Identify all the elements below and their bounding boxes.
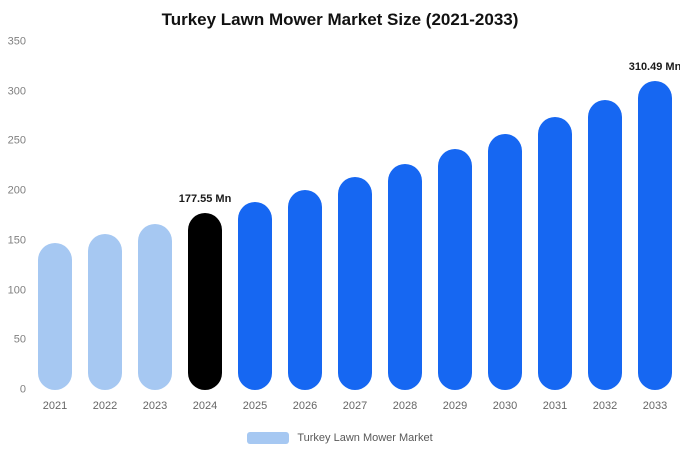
- x-axis-label-2030: 2030: [492, 400, 518, 412]
- bar-2030[interactable]: [488, 133, 522, 390]
- bar-column-2032: 2032: [580, 42, 630, 412]
- legend-item[interactable]: Turkey Lawn Mower Market: [0, 432, 680, 444]
- x-axis-label-2022: 2022: [92, 400, 118, 412]
- bar-2031[interactable]: [538, 117, 572, 390]
- bar-column-2031: 2031: [530, 42, 580, 412]
- bar-2032[interactable]: [588, 99, 622, 390]
- bar-2021[interactable]: [38, 243, 72, 390]
- y-axis: 0 50 100 150 200 250 300 350: [0, 36, 26, 395]
- x-axis-label-2029: 2029: [442, 400, 468, 412]
- bar-2033[interactable]: [638, 81, 672, 390]
- bar-2024[interactable]: [188, 213, 222, 390]
- x-axis-label-2021: 2021: [42, 400, 68, 412]
- bar-2027[interactable]: [338, 177, 372, 390]
- bar-column-2021: 2021: [30, 42, 80, 412]
- bar-column-2029: 2029: [430, 42, 480, 412]
- x-axis-label-2027: 2027: [342, 400, 368, 412]
- y-axis-tick-label: 0: [19, 383, 26, 396]
- bar-2022[interactable]: [88, 234, 122, 390]
- bar-2029[interactable]: [438, 149, 472, 390]
- bar-column-2024: 177.55 Mn 2024: [178, 42, 232, 412]
- x-axis-label-2032: 2032: [592, 400, 618, 412]
- y-axis-tick-label: 150: [7, 234, 26, 247]
- bar-2025[interactable]: [238, 202, 272, 390]
- x-axis-label-2023: 2023: [142, 400, 168, 412]
- bar-2028[interactable]: [388, 163, 422, 390]
- plot-area: 2021 2022 2023 177.55 Mn 2024 2025 2026 2027 202…: [30, 42, 680, 412]
- bar-column-2027: 2027: [330, 42, 380, 412]
- legend-swatch: [247, 432, 290, 444]
- data-label-2024: 177.55 Mn: [178, 193, 232, 206]
- y-axis-tick-label: 200: [7, 184, 26, 197]
- bar-2026[interactable]: [288, 190, 322, 390]
- bar-column-2022: 2022: [80, 42, 130, 412]
- bar-column-2026: 2026: [280, 42, 330, 412]
- y-axis-tick-label: 300: [7, 85, 26, 98]
- bar-column-2023: 2023: [130, 42, 180, 412]
- x-axis-label-2026: 2026: [292, 400, 318, 412]
- bar-column-2028: 2028: [380, 42, 430, 412]
- y-axis-tick-label: 250: [7, 134, 26, 147]
- legend-label: Turkey Lawn Mower Market: [297, 432, 433, 444]
- bar-2023[interactable]: [138, 224, 172, 390]
- bar-column-2033: 310.49 Mn 2033: [628, 42, 680, 412]
- bar-column-2025: 2025: [230, 42, 280, 412]
- x-axis-label-2031: 2031: [542, 400, 568, 412]
- x-axis-label-2033: 2033: [642, 400, 668, 412]
- chart-title: Turkey Lawn Mower Market Size (2021-2033…: [161, 10, 519, 29]
- bar-column-2030: 2030: [480, 42, 530, 412]
- data-label-2033: 310.49 Mn: [628, 61, 680, 74]
- y-axis-tick-label: 100: [7, 284, 26, 297]
- x-axis-label-2028: 2028: [392, 400, 418, 412]
- y-axis-tick-label: 350: [7, 35, 26, 48]
- y-axis-tick-label: 50: [13, 333, 26, 346]
- x-axis-label-2025: 2025: [242, 400, 268, 412]
- x-axis-label-2024: 2024: [192, 400, 218, 412]
